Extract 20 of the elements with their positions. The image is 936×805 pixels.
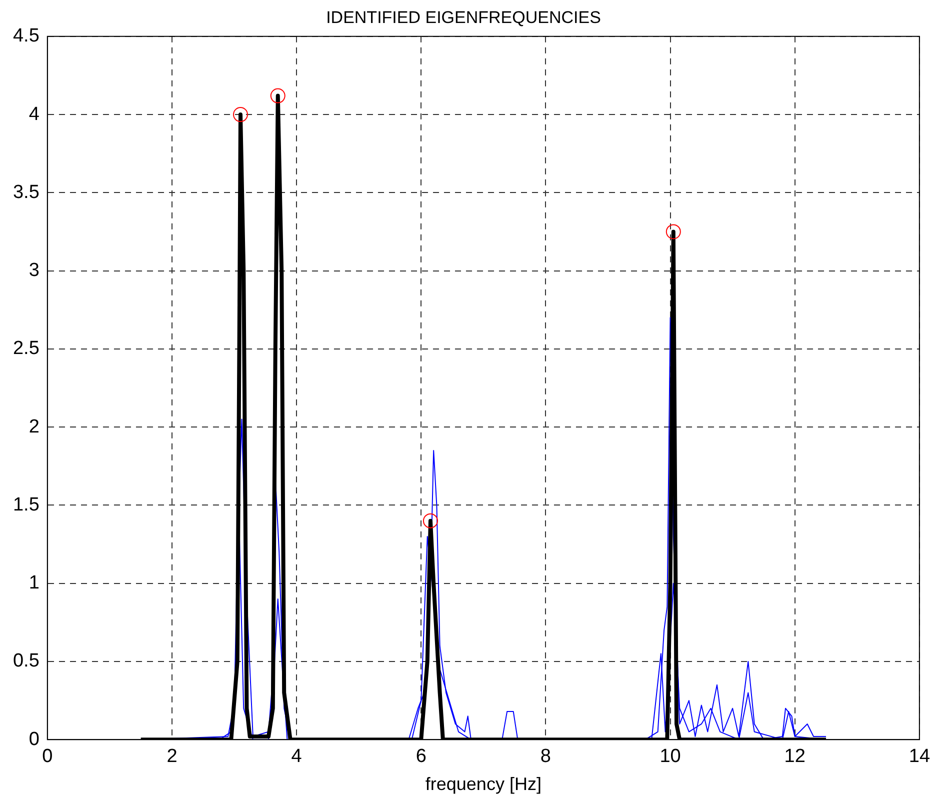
- y-tick-label: 4: [28, 104, 40, 125]
- x-tick-label: 14: [908, 746, 930, 768]
- x-tick-label: 0: [42, 746, 53, 768]
- y-tick-label: 3: [28, 260, 40, 282]
- y-tick-label: 0: [28, 728, 40, 750]
- chart-title: IDENTIFIED EIGENFREQUENCIES: [326, 8, 601, 27]
- y-tick-label: 0.5: [12, 650, 40, 672]
- y-tick-label: 2: [28, 416, 40, 438]
- x-tick-label: 12: [784, 746, 806, 768]
- x-tick-label: 8: [540, 746, 551, 768]
- x-tick-label: 10: [660, 746, 681, 768]
- y-tick-label: 2.5: [12, 338, 40, 360]
- x-axis-title: frequency [Hz]: [425, 774, 542, 794]
- x-tick-label: 4: [291, 746, 302, 768]
- x-tick-label: 2: [166, 746, 178, 768]
- y-tick-label: 4.5: [12, 26, 40, 47]
- y-tick-label: 1.5: [12, 494, 40, 516]
- x-tick-label: 6: [416, 746, 426, 768]
- y-tick-label: 3.5: [12, 182, 40, 203]
- y-tick-label: 1: [28, 572, 40, 594]
